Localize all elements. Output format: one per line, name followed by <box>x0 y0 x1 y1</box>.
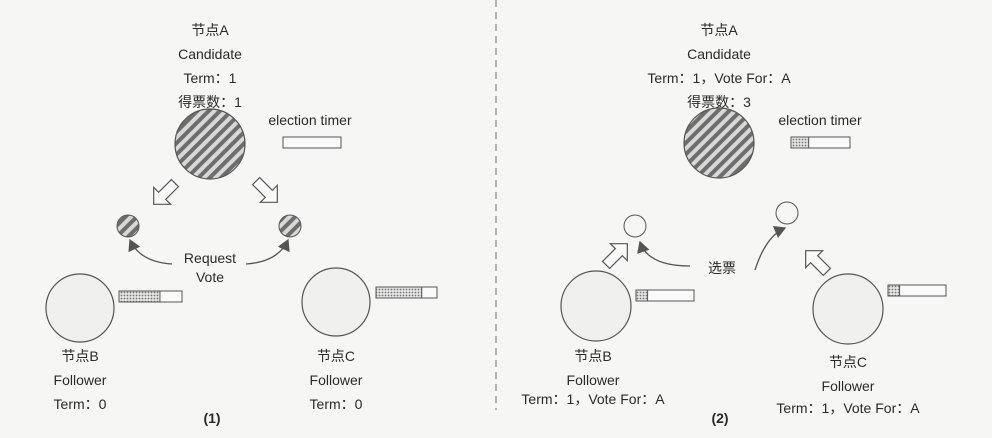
p2-timer-label: election timer <box>778 112 862 128</box>
p1-timerB-fill <box>118 290 161 303</box>
p2-timerA-fill <box>790 136 810 149</box>
p1-request-circle-right <box>278 214 302 238</box>
p2-nodeC-term: Term：1，Vote For：A <box>776 400 920 416</box>
p1-nodeB-role: Follower <box>54 372 107 388</box>
p1-timer-label: election timer <box>268 112 352 128</box>
p2-nodeA-role: Candidate <box>687 46 751 62</box>
p1-nodeC-circle <box>301 267 371 337</box>
p2-nodeC-circle <box>812 273 884 345</box>
p2-curve-arrow-left <box>637 240 691 267</box>
p1-curve-arrow-left <box>128 238 173 265</box>
panel-1: 节点A Candidate Term：1 得票数：1 election time… <box>45 22 438 426</box>
p1-nodeA-name: 节点A <box>191 22 229 38</box>
p2-nodeA-term: Term：1，Vote For：A <box>647 70 791 86</box>
p1-nodeA-term: Term：1 <box>184 70 237 86</box>
p2-nodeC-name: 节点C <box>829 354 867 370</box>
p2-hollow-arrow-left <box>601 243 628 270</box>
p2-timerC-fill <box>887 284 901 297</box>
p2-vote-circle-left <box>623 214 647 238</box>
p1-nodeC-name: 节点C <box>317 348 355 364</box>
p1-nodeA-votes: 得票数：1 <box>178 94 242 110</box>
p1-nodeB-circle <box>45 273 115 343</box>
p2-nodeB-name: 节点B <box>574 348 611 364</box>
p2-nodeC-role: Follower <box>822 378 875 394</box>
p1-nodeC-term: Term：0 <box>310 396 363 412</box>
p2-timerB-fill <box>635 289 649 302</box>
p2-nodeB-circle <box>560 270 632 342</box>
p2-vote-circle-right <box>775 201 799 225</box>
p1-request-circle-left <box>116 214 140 238</box>
p2-curve-arrow-right <box>754 226 787 271</box>
p2-hollow-arrow-right <box>805 250 832 277</box>
p1-hollow-arrow-right <box>251 176 278 203</box>
p1-request-label-1: Request <box>184 250 236 266</box>
p1-timerA-bar <box>282 136 342 149</box>
p2-nodeB-role: Follower <box>567 372 620 388</box>
p1-caption: (1) <box>203 410 220 426</box>
p2-nodeA-name: 节点A <box>700 22 738 38</box>
p1-nodeA-circle <box>174 108 246 180</box>
p2-nodeA-votes: 得票数：3 <box>687 94 751 110</box>
p1-hollow-arrow-left <box>153 178 180 205</box>
p2-nodeB-term: Term：1，Vote For：A <box>521 391 665 407</box>
p2-vote-label: 选票 <box>708 260 736 276</box>
p1-nodeB-name: 节点B <box>61 348 98 364</box>
p1-nodeC-role: Follower <box>310 372 363 388</box>
panel-2: 节点A Candidate Term：1，Vote For：A 得票数：3 el… <box>521 22 947 426</box>
p1-nodeA-role: Candidate <box>178 46 242 62</box>
p1-curve-arrow-right <box>245 238 290 265</box>
p1-nodeB-term: Term：0 <box>54 396 107 412</box>
p1-request-label-2: Vote <box>196 269 224 285</box>
p2-nodeA-circle <box>683 107 755 179</box>
p1-timerC-fill <box>375 286 423 299</box>
p2-caption: (2) <box>711 410 728 426</box>
